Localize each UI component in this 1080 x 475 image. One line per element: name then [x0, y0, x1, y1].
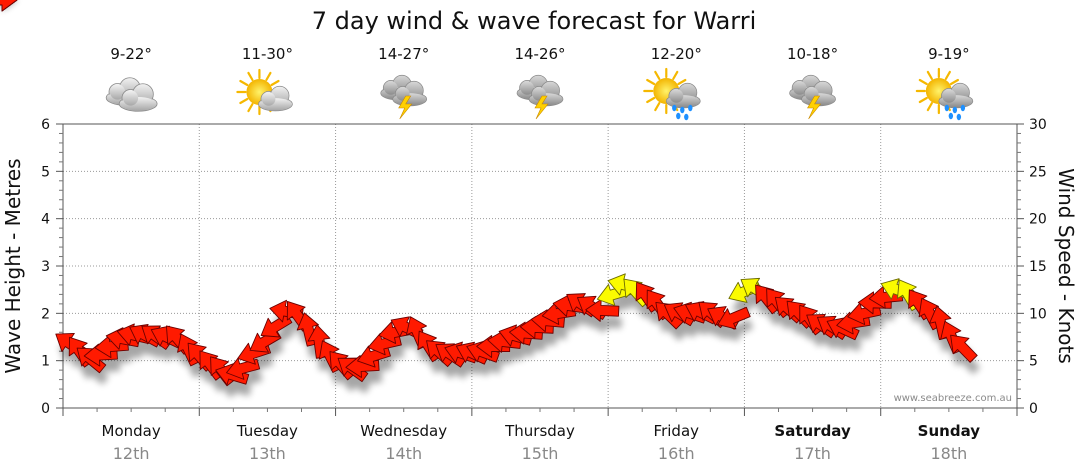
wind-arrow: [950, 334, 978, 363]
day-date: 18th: [930, 444, 967, 463]
right-tick-label: 10: [1029, 306, 1047, 322]
temp-range: 9-19°: [928, 45, 970, 63]
day-name-sunday: Sunday: [918, 422, 981, 440]
wind-arrow: [717, 306, 751, 330]
thunderstorm-icon: [789, 74, 836, 120]
day-name-friday: Friday: [654, 422, 700, 440]
right-tick-label: 30: [1029, 117, 1047, 133]
day-date: 13th: [249, 444, 286, 463]
cloudy-icon: [105, 77, 158, 112]
day-name-saturday: Saturday: [774, 422, 851, 440]
partly-sunny-icon: [236, 68, 293, 116]
right-tick-label: 20: [1029, 212, 1047, 228]
left-tick-label: 3: [41, 259, 50, 275]
left-tick-label: 1: [41, 354, 50, 370]
temp-range: 9-22°: [110, 45, 152, 63]
right-axis-title: Wind Speed - Knots: [1054, 168, 1078, 364]
temp-range: 14-27°: [378, 45, 429, 63]
wind-arrow: [585, 298, 620, 322]
left-tick-label: 0: [41, 401, 50, 417]
day-name-thursday: Thursday: [504, 422, 575, 440]
right-tick-label: 25: [1029, 164, 1047, 180]
day-date: 17th: [794, 444, 831, 463]
thunderstorm-icon: [380, 74, 428, 120]
left-tick-label: 5: [41, 164, 50, 180]
day-date: 16th: [658, 444, 695, 463]
left-tick-label: 6: [41, 117, 50, 133]
left-tick-label: 2: [41, 306, 50, 322]
temp-range: 14-26°: [514, 45, 565, 63]
day-name-tuesday: Tuesday: [236, 422, 298, 440]
temp-range: 11-30°: [242, 45, 293, 63]
right-tick-label: 15: [1029, 259, 1047, 275]
wind-arrow-shadow: [953, 347, 981, 375]
thunderstorm-icon: [516, 74, 564, 120]
temp-range: 10-18°: [787, 45, 838, 63]
temp-range: 12-20°: [651, 45, 702, 63]
day-name-monday: Monday: [102, 422, 161, 440]
credit-text: www.seabreeze.com.au: [894, 393, 1012, 404]
day-date: 15th: [522, 444, 559, 463]
left-axis-title: Wave Height - Metres: [1, 158, 25, 373]
sun-showers-icon: [643, 67, 701, 121]
day-date: 14th: [385, 444, 422, 463]
sun-showers-icon: [915, 67, 974, 121]
wind-arrow: [0, 0, 18, 12]
right-tick-label: 5: [1029, 354, 1038, 370]
day-date: 12th: [113, 444, 150, 463]
chart-title: 7 day wind & wave forecast for Warri: [312, 7, 757, 35]
day-name-wednesday: Wednesday: [360, 422, 447, 440]
right-tick-label: 0: [1029, 401, 1038, 417]
left-tick-label: 4: [41, 212, 50, 228]
